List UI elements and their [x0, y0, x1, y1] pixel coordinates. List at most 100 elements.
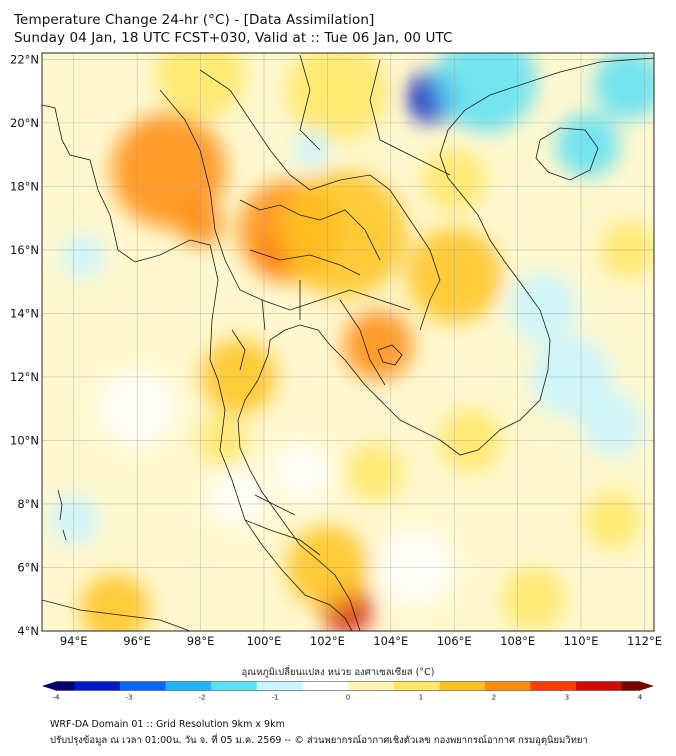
colorbar-segment [612, 681, 623, 691]
colorbar-segment [630, 681, 641, 691]
admin-border [159, 89, 411, 311]
colorbar-segment [402, 681, 413, 691]
colorbar-segment [238, 681, 249, 691]
colorbar-segment [202, 681, 212, 691]
field-blob [286, 53, 388, 142]
colorbar-outline [55, 681, 641, 691]
mainland-coastline [42, 104, 353, 631]
colorbar-segment [320, 681, 331, 691]
colorbar-segment [338, 681, 349, 691]
admin-border [299, 54, 451, 176]
hainan-island [535, 127, 599, 181]
colorbar-tick-label: 0 [346, 694, 350, 702]
colorbar-segment [65, 681, 75, 691]
colorbar-segment [503, 681, 513, 691]
colorbar-segment [603, 681, 614, 691]
admin-border [231, 280, 386, 386]
admin-border [239, 199, 381, 276]
latitude-tick-label: 8°N [17, 497, 39, 511]
colorbar-tick-label: -4 [53, 694, 61, 702]
longitude-tick-label: 106°E [437, 634, 472, 648]
colorbar-segment [539, 681, 550, 691]
colorbar: -4 -3 -2 -1 0 1 2 3 4 [42, 681, 654, 702]
colorbar-segment [265, 681, 276, 691]
colorbar-segment [156, 681, 166, 691]
map-subtitle: Sunday 04 Jan, 18 UTC FCST+030, Valid at… [14, 30, 453, 46]
longitude-tick-label: 110°E [564, 634, 599, 648]
field-blob [581, 392, 645, 457]
gulf-coastline [237, 57, 654, 631]
colorbar-segment [494, 681, 504, 691]
colorbar-tick-label: -1 [272, 694, 279, 702]
colorbar-tick-label: 2 [492, 694, 496, 702]
field-blob [435, 53, 537, 133]
colorbar-segment [92, 681, 103, 691]
latitude-tick-label: 14°N [10, 306, 39, 320]
colorbar-segment [357, 681, 367, 691]
latitude-tick-label: 10°N [10, 433, 39, 447]
colorbar-segment [229, 681, 239, 691]
colorbar-segment [466, 681, 477, 691]
field-blob [593, 53, 654, 120]
graticule [42, 53, 654, 631]
latitude-tick-label: 6°N [17, 560, 39, 574]
colorbar-segment [293, 681, 303, 691]
field-blob [346, 443, 404, 501]
colorbar-segment [348, 681, 358, 691]
colorbar-segment [74, 681, 84, 691]
field-blob [61, 234, 106, 279]
longitude-tick-label: 100°E [246, 634, 281, 648]
coastlines-and-borders [42, 54, 654, 631]
latitude-tick-label: 22°N [10, 52, 39, 66]
longitude-tick-label: 94°E [60, 634, 88, 648]
andaman-islands [57, 489, 67, 541]
colorbar-segment [147, 681, 157, 691]
longitude-tick-label: 102°E [310, 634, 345, 648]
latitude-tick-label: 20°N [10, 116, 39, 130]
colorbar-tick-label: 4 [638, 694, 643, 702]
colorbar-segment [119, 681, 130, 691]
longitude-tick-label: 112°E [627, 634, 662, 648]
colorbar-segment [521, 681, 531, 691]
longitude-tick-label: 96°E [123, 634, 151, 648]
colorbar-segment [138, 681, 148, 691]
colorbar-segment [110, 681, 121, 691]
colorbar-segment [247, 681, 258, 691]
admin-border [244, 494, 321, 556]
latitude-tick-label: 16°N [10, 243, 39, 257]
colorbar-segment [311, 681, 322, 691]
colorbar-segment [585, 681, 595, 691]
colorbar-segment [211, 681, 221, 691]
colorbar-segment [183, 681, 194, 691]
colorbar-segment [567, 681, 577, 691]
colorbar-min-extend [42, 681, 56, 691]
colorbar-segment [430, 681, 440, 691]
map-frame [41, 52, 655, 632]
colorbar-segment [457, 681, 468, 691]
admin-border [199, 69, 441, 331]
sumatra-coast [42, 599, 191, 631]
footer-credits: ปรับปรุงข้อมูล ณ เวลา 01:00น. วัน จ. ที่… [50, 735, 588, 746]
colorbar-segment [512, 681, 522, 691]
colorbar-segment [101, 681, 112, 691]
footer-model-info: WRF-DA Domain 01 :: Grid Resolution 9km … [50, 719, 285, 730]
latitude-tick-label: 4°N [17, 624, 39, 638]
field-blob [584, 491, 642, 549]
colorbar-segment [375, 681, 385, 691]
colorbar-segment [366, 681, 376, 691]
colorbar-segment [192, 681, 203, 691]
colorbar-title: อุณหภูมิเปลี่ยนแปลง หน่วย องศาเซลเซียส (… [241, 667, 435, 678]
colorbar-segment [411, 681, 422, 691]
longitude-tick-label: 104°E [373, 634, 408, 648]
longitude-tick-label: 98°E [187, 634, 215, 648]
colorbar-segment [530, 681, 541, 691]
colorbar-segment [329, 681, 340, 691]
colorbar-segment [475, 681, 486, 691]
colorbar-tick-label: 1 [419, 694, 423, 702]
field-blob [292, 129, 331, 168]
colorbar-segment [165, 681, 176, 691]
colorbar-segment [302, 681, 312, 691]
colorbar-segment [129, 681, 139, 691]
colorbar-segment [275, 681, 285, 691]
